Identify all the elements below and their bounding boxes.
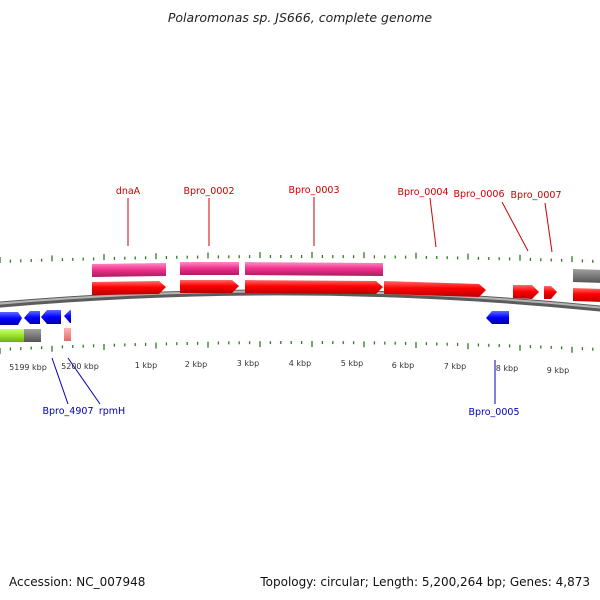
label-bpro-0004: Bpro_0004 [398, 187, 449, 198]
gene-dnaA [92, 281, 166, 295]
gene-reverse-1 [24, 311, 40, 324]
gene-right-edge [573, 288, 600, 302]
scale-label-7kbp: 7 kbp [444, 362, 466, 371]
label-bpro-0005: Bpro_0005 [469, 407, 520, 418]
scale-label-6kbp: 6 kbp [392, 361, 414, 370]
label-bpro-0007: Bpro_0007 [511, 190, 562, 201]
label-bpro-4907: Bpro_4907 [43, 406, 94, 417]
scale-label-8kbp: 8 kbp [496, 364, 518, 373]
gene-left-edge [0, 312, 22, 325]
gene-bpro-0004 [384, 281, 486, 297]
misc-feature-track [0, 328, 71, 342]
feature-gray-left [24, 329, 41, 342]
reverse-gene-track [0, 310, 509, 325]
leader-bpro-4907 [51, 357, 69, 405]
label-rpmH: rpmH [99, 406, 125, 417]
forward-cds-track [92, 262, 600, 283]
leader-rpmH [67, 357, 101, 405]
leader-bpro-0004 [429, 197, 437, 248]
scale-labels: 5199 kbp 5200 kbp 1 kbp 2 kbp 3 kbp 4 kb… [9, 359, 569, 375]
label-bpro-0003: Bpro_0003 [289, 185, 340, 196]
cds-bpro-0002 [180, 262, 239, 275]
leader-bpro-0007 [544, 202, 553, 253]
gene-bpro-0005 [486, 311, 509, 324]
accession-text: Accession: NC_007948 [9, 575, 146, 589]
scale-label-5200kbp: 5200 kbp [61, 362, 99, 371]
scale-label-3kbp: 3 kbp [237, 359, 259, 368]
cds-dnaA [92, 263, 166, 277]
tick-marks-bottom [0, 341, 594, 354]
label-bpro-0002: Bpro_0002 [184, 186, 235, 197]
scale-label-9kbp: 9 kbp [547, 366, 569, 375]
gene-bpro-4907 [64, 310, 71, 323]
label-bpro-0006: Bpro_0006 [454, 189, 505, 200]
scale-label-2kbp: 2 kbp [185, 360, 207, 369]
feature-green [0, 329, 24, 342]
feature-gray-right [573, 269, 600, 283]
scale-label-5199kbp: 5199 kbp [9, 363, 47, 372]
genome-title: Polaromonas sp. JS666, complete genome [167, 10, 433, 25]
gene-bpro-0006 [513, 285, 539, 299]
top-gene-labels: dnaA Bpro_0002 Bpro_0003 Bpro_0004 Bpro_… [116, 185, 562, 201]
scale-label-5kbp: 5 kbp [341, 359, 363, 368]
label-leader-lines [51, 197, 553, 405]
genome-summary-text: Topology: circular; Length: 5,200,264 bp… [260, 575, 590, 589]
scale-label-4kbp: 4 kbp [289, 359, 311, 368]
bottom-gene-labels: Bpro_4907 rpmH Bpro_0005 [43, 406, 520, 418]
forward-gene-track [92, 280, 600, 302]
cds-bpro-0003 [245, 262, 383, 276]
gene-bpro-0007 [544, 286, 557, 299]
tick-marks-top [0, 252, 594, 263]
feature-rpmH [64, 328, 71, 341]
label-dnaA: dnaA [116, 186, 141, 197]
gene-reverse-2 [41, 310, 61, 324]
gene-bpro-0003 [245, 280, 383, 294]
leader-bpro-0006 [501, 201, 529, 252]
scale-label-1kbp: 1 kbp [135, 361, 157, 370]
gene-bpro-0002 [180, 280, 239, 293]
